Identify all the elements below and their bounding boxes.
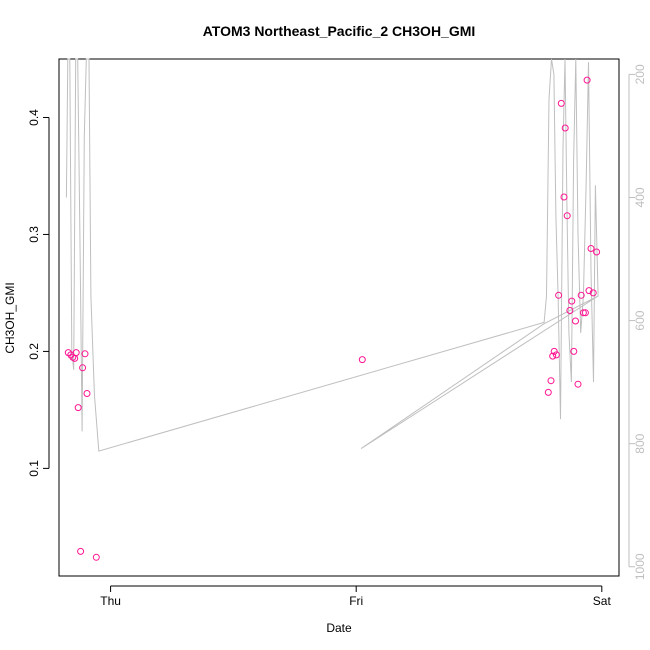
data-point-30 xyxy=(583,76,591,84)
data-point-20 xyxy=(561,124,569,132)
data-point-10 xyxy=(92,553,100,561)
data-point-14 xyxy=(549,352,557,360)
data-point-23 xyxy=(568,297,576,305)
data-point-16 xyxy=(552,351,560,359)
data-point-22 xyxy=(566,307,574,314)
data-point-9 xyxy=(83,390,91,397)
data-point-25 xyxy=(572,317,579,325)
x-tick-label-0: Thu xyxy=(100,594,121,608)
right-axis: 200 400 600 800 1000 xyxy=(628,64,647,580)
data-point-8 xyxy=(81,350,89,358)
data-point-32 xyxy=(587,245,595,252)
data-point-12 xyxy=(544,388,552,396)
x-axis-label: Date xyxy=(326,621,352,635)
x-tick-label-2: Sat xyxy=(593,594,612,608)
data-point-15 xyxy=(550,347,558,355)
chart-title: ATOM3 Northeast_Pacific_2 CH3OH_GMI xyxy=(203,23,476,39)
y-tick-label-1: 0.2 xyxy=(27,343,41,360)
data-point-6 xyxy=(77,547,85,555)
data-point-21 xyxy=(563,212,571,220)
y-tick-label-2: 0.3 xyxy=(27,226,41,243)
right-tick-label-0: 200 xyxy=(633,64,647,84)
right-tick-label-4: 1000 xyxy=(633,553,647,580)
pressure-line-0 xyxy=(65,58,599,452)
data-point-5 xyxy=(74,404,82,412)
data-point-19 xyxy=(560,193,568,201)
data-point-11 xyxy=(358,356,366,364)
pressure-line-layer xyxy=(65,58,599,452)
data-point-27 xyxy=(577,291,585,299)
right-tick-label-2: 600 xyxy=(633,310,647,330)
data-point-13 xyxy=(547,377,555,385)
data-point-34 xyxy=(593,248,601,256)
data-point-7 xyxy=(79,364,87,372)
data-point-26 xyxy=(574,380,582,388)
x-axis: Thu Fri Sat xyxy=(100,585,612,608)
data-point-4 xyxy=(72,349,80,357)
data-point-28 xyxy=(579,309,587,317)
data-points-layer xyxy=(64,76,601,561)
data-point-24 xyxy=(570,347,578,355)
data-point-29 xyxy=(581,309,589,317)
data-point-17 xyxy=(555,291,563,299)
right-tick-label-3: 800 xyxy=(633,433,647,453)
y-axis: 0.1 0.2 0.3 0.4 xyxy=(27,109,50,477)
x-tick-label-1: Fri xyxy=(349,594,363,608)
data-point-18 xyxy=(557,99,565,107)
data-point-31 xyxy=(585,287,593,295)
y-tick-label-3: 0.4 xyxy=(27,109,41,126)
plot-frame xyxy=(58,58,620,577)
y-tick-label-0: 0.1 xyxy=(27,460,41,477)
right-tick-label-1: 400 xyxy=(633,187,647,207)
y-axis-label: CH3OH_GMI xyxy=(3,282,17,353)
data-point-33 xyxy=(589,289,597,297)
